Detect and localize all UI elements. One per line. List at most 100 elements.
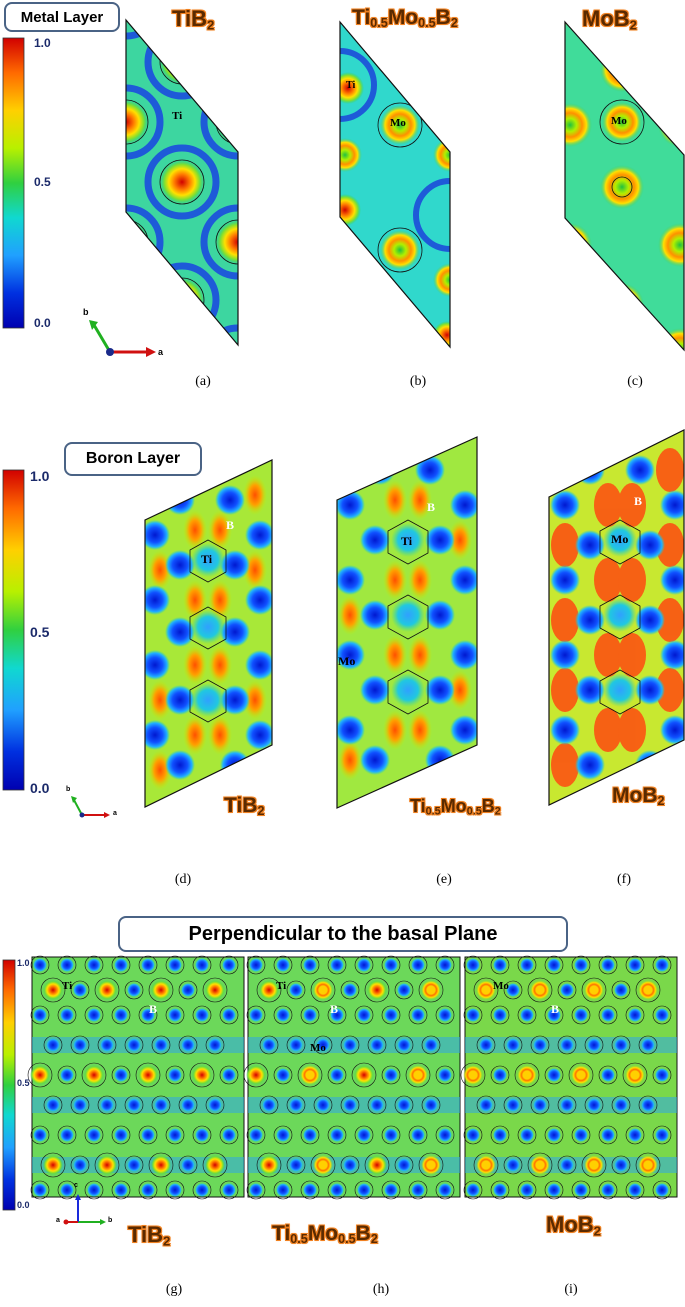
perp-contour-line	[598, 1065, 618, 1085]
perp-metal-site	[151, 980, 171, 1000]
caption-i: (i)	[564, 1282, 578, 1297]
perp-boron-site	[655, 1008, 669, 1022]
perp-boron-site	[303, 1008, 317, 1022]
perp-contour-line	[70, 1155, 90, 1175]
perp-metal-site	[638, 1155, 658, 1175]
perp-boron-site	[357, 1183, 371, 1197]
perp-contour-line	[652, 1180, 672, 1200]
perp-contour-line	[178, 1095, 198, 1115]
perp-boron-site	[168, 958, 182, 972]
perp-boron-site	[574, 1183, 588, 1197]
perp-boron-site	[289, 1038, 303, 1052]
perp-contour-line	[313, 1035, 333, 1055]
perp-boron-site	[330, 1128, 344, 1142]
axis-indicator-ab	[89, 320, 156, 357]
perp-boron-site	[33, 1128, 47, 1142]
perp-contour-line	[340, 980, 360, 1000]
perp-metal-site	[259, 1155, 279, 1175]
perp-contour-line	[611, 1155, 631, 1175]
perp-boron-site	[370, 1038, 384, 1052]
perp-boron-site	[33, 958, 47, 972]
perp-metal-site	[97, 980, 117, 1000]
atom-label-b-i: B	[551, 1002, 560, 1016]
perp-metal-site	[84, 1065, 104, 1085]
perp-contour-line	[138, 955, 158, 975]
perp-boron-site	[370, 1098, 384, 1112]
perp-contour-line	[394, 1095, 414, 1115]
perp-boron-site	[276, 958, 290, 972]
title-tib2-g: TiB2	[128, 1222, 171, 1249]
perp-contour-line	[635, 1152, 661, 1178]
cell-outline-a	[125, 18, 239, 347]
perp-boron-site	[466, 958, 480, 972]
perp-boron-site	[438, 1008, 452, 1022]
perp-contour-line	[517, 955, 537, 975]
perp-boron-site	[154, 1038, 168, 1052]
perp-boron-site	[574, 958, 588, 972]
cbar-perp-tick-min: 0.0	[17, 1200, 30, 1210]
perp-contour-line	[544, 1065, 564, 1085]
perp-contour-line	[638, 1035, 658, 1055]
title-tib2-d: TiB2	[224, 794, 265, 819]
colorbar-perp	[2, 959, 16, 1211]
title-mob2-c: MoB2	[582, 6, 637, 33]
perp-contour-line	[527, 977, 553, 1003]
perp-contour-line	[148, 1152, 174, 1178]
caption-e: (e)	[436, 872, 452, 887]
perp-contour-line	[527, 1152, 553, 1178]
perp-boron-site	[33, 1008, 47, 1022]
perp-contour-line	[354, 955, 374, 975]
perp-contour-line	[151, 1035, 171, 1055]
perp-contour-line	[490, 1180, 510, 1200]
perp-contour-line	[202, 1152, 228, 1178]
perp-contour-line	[111, 1180, 131, 1200]
contour-panel-d	[145, 460, 272, 807]
perp-boron-site	[303, 958, 317, 972]
perp-boron-site	[397, 1098, 411, 1112]
perp-boron-site	[316, 1038, 330, 1052]
perp-boron-site	[249, 958, 263, 972]
perp-boron-site	[303, 1183, 317, 1197]
perp-contour-line	[111, 1005, 131, 1025]
perp-metal-site	[367, 1155, 387, 1175]
perp-contour-line	[300, 1125, 320, 1145]
perp-boron-site	[330, 1183, 344, 1197]
perp-boron-site	[141, 958, 155, 972]
perp-contour-line	[97, 1095, 117, 1115]
perp-boron-site	[601, 1128, 615, 1142]
perp-boron-site	[330, 1068, 344, 1082]
perp-contour-line	[490, 1005, 510, 1025]
cell-outline-f	[548, 429, 685, 806]
perp-boron-site	[506, 1098, 520, 1112]
perp-boron-site	[655, 1183, 669, 1197]
perp-metal-site	[421, 1155, 441, 1175]
perp-boron-site	[533, 1098, 547, 1112]
perp-contour-line	[418, 1152, 444, 1178]
perp-contour-line	[259, 1095, 279, 1115]
perp-contour-line	[503, 1095, 523, 1115]
perp-contour-line	[111, 955, 131, 975]
perp-boron-site	[73, 1158, 87, 1172]
perp-contour-line	[286, 980, 306, 1000]
perp-boron-site	[520, 958, 534, 972]
perp-boron-site	[628, 958, 642, 972]
perp-contour-line	[30, 1180, 50, 1200]
perp-metal-site	[584, 980, 604, 1000]
perp-contour-line	[327, 1125, 347, 1145]
perp-contour-line	[219, 1005, 239, 1025]
perp-boron-site	[127, 1098, 141, 1112]
perp-contour-line	[313, 1095, 333, 1115]
perp-boron-site	[384, 1128, 398, 1142]
perp-boron-site	[357, 1128, 371, 1142]
perp-boron-site	[154, 1098, 168, 1112]
perp-contour-line	[84, 1125, 104, 1145]
perp-boron-site	[114, 1008, 128, 1022]
perp-boron-site	[33, 1183, 47, 1197]
perp-contour-line	[544, 1125, 564, 1145]
perp-contour-line	[652, 955, 672, 975]
perp-boron-site	[330, 1008, 344, 1022]
perp-contour-line	[517, 1005, 537, 1025]
perp-boron-site	[587, 1038, 601, 1052]
perp-metal-site	[571, 1065, 591, 1085]
perp-contour-line	[611, 980, 631, 1000]
